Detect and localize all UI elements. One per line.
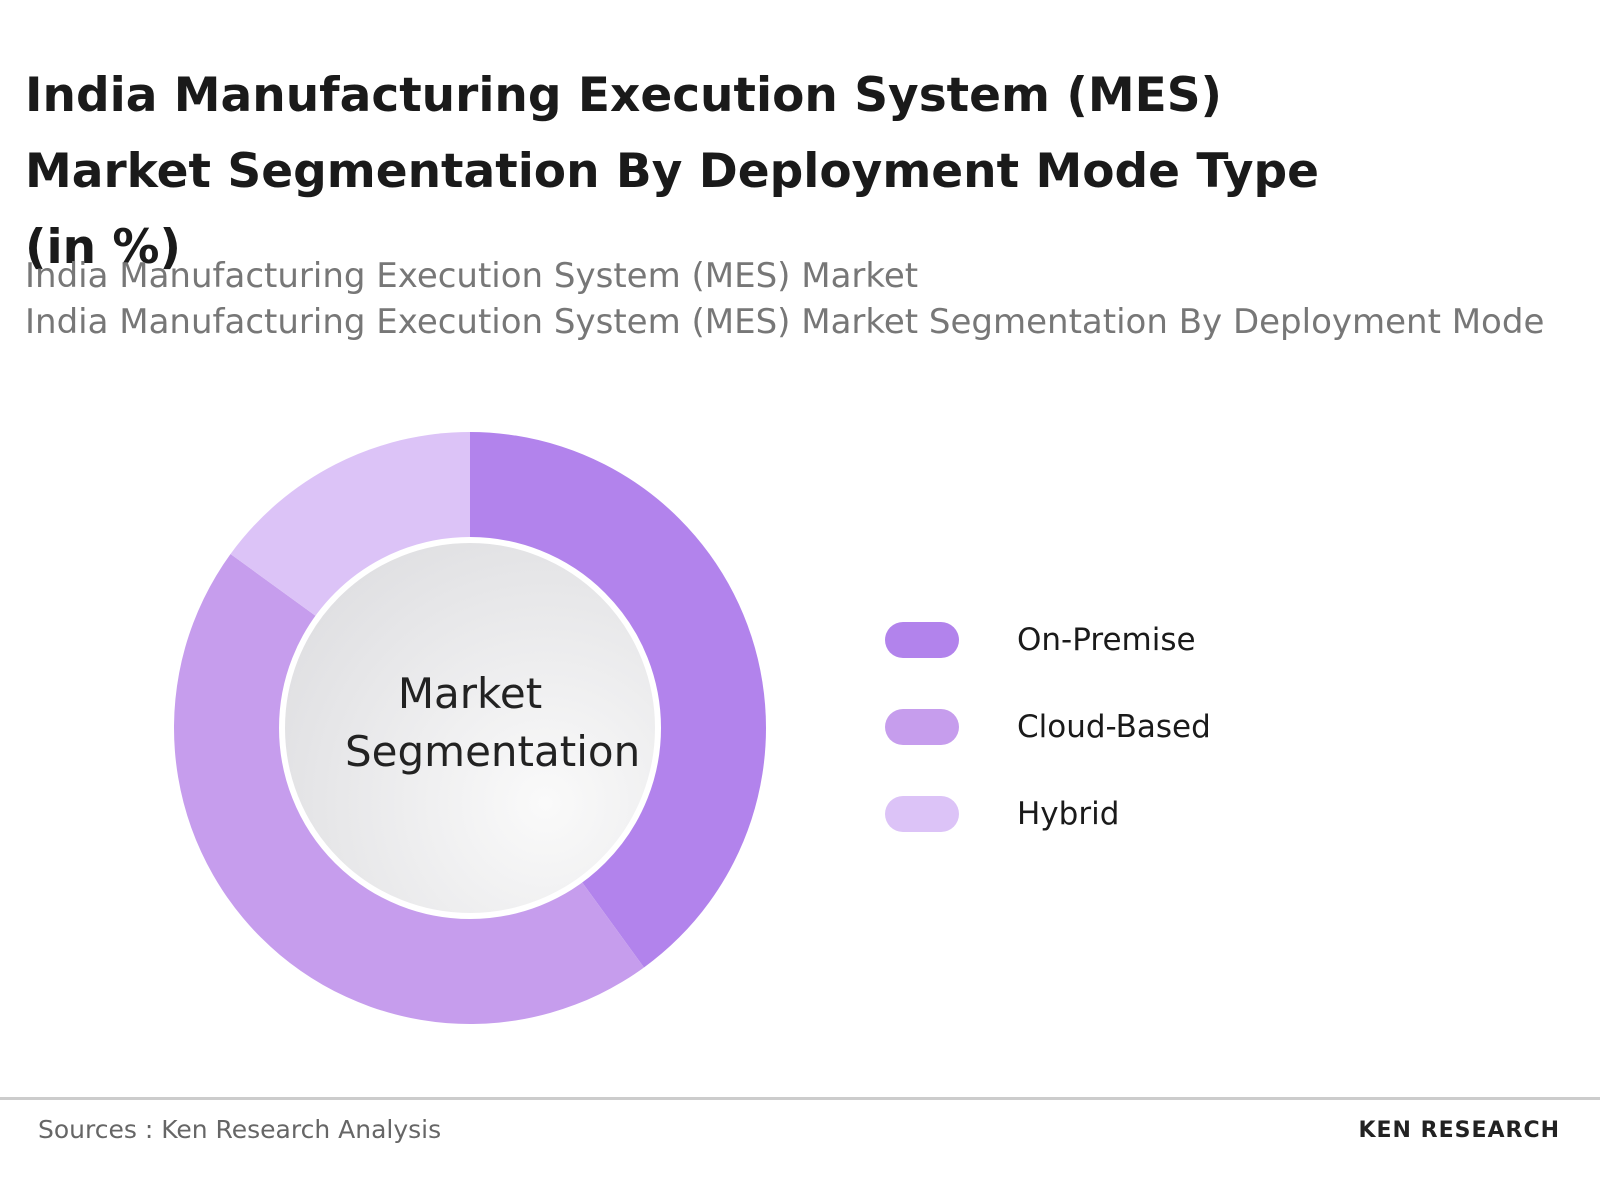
legend-label: Hybrid [1017, 796, 1120, 832]
subtitle: India Manufacturing Execution System (ME… [25, 256, 919, 296]
brand-logo: KEN RESEARCH [1358, 1118, 1560, 1143]
legend-item: On-Premise [885, 622, 1196, 658]
legend-label: Cloud-Based [1017, 709, 1211, 745]
chart-title: India Manufacturing Execution System (ME… [25, 68, 1320, 275]
donut-hole [279, 537, 661, 919]
legend-label: On-Premise [1017, 622, 1196, 658]
legend-swatch [885, 622, 959, 658]
subtitle: India Manufacturing Execution System (ME… [25, 302, 1545, 342]
center-label: Market Segmentation [345, 669, 641, 776]
divider [0, 1097, 1600, 1100]
legend-item: Cloud-Based [885, 709, 1211, 745]
source: Sources : Ken Research Analysis [38, 1115, 442, 1144]
legend-item: Hybrid [885, 796, 1119, 832]
legend-swatch [885, 709, 959, 745]
legend-swatch [885, 796, 959, 832]
donut-chart [173, 432, 767, 1025]
